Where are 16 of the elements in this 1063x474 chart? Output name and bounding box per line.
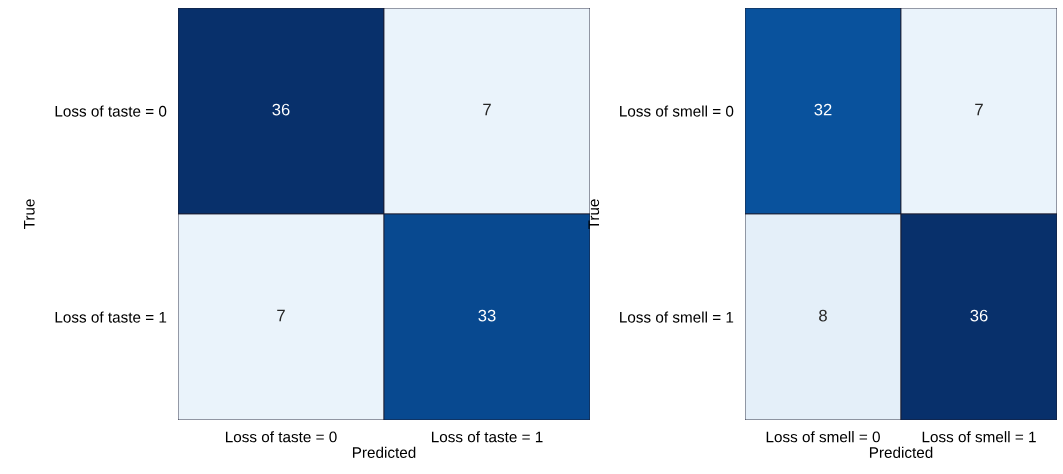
x-tick-label: Loss of taste = 0: [225, 431, 337, 443]
data-label: 36: [970, 309, 988, 322]
data-label: 33: [478, 309, 496, 322]
y-axis-title: True: [24, 199, 35, 230]
x-tick-label: Loss of smell = 1: [922, 431, 1036, 443]
y-axis-title: True: [588, 199, 600, 230]
x-tick-label: Loss of smell = 0: [766, 431, 880, 443]
data-label: 7: [483, 103, 491, 116]
data-label: 7: [975, 103, 983, 116]
x-axis-title: Predicted: [869, 446, 933, 458]
x-tick-label: Loss of taste = 1: [431, 431, 543, 443]
data-label: 8: [819, 309, 827, 322]
x-axis-title: Predicted: [352, 446, 416, 458]
data-label: 32: [814, 103, 832, 116]
data-label: 36: [272, 103, 290, 116]
data-label: 7: [277, 309, 285, 322]
